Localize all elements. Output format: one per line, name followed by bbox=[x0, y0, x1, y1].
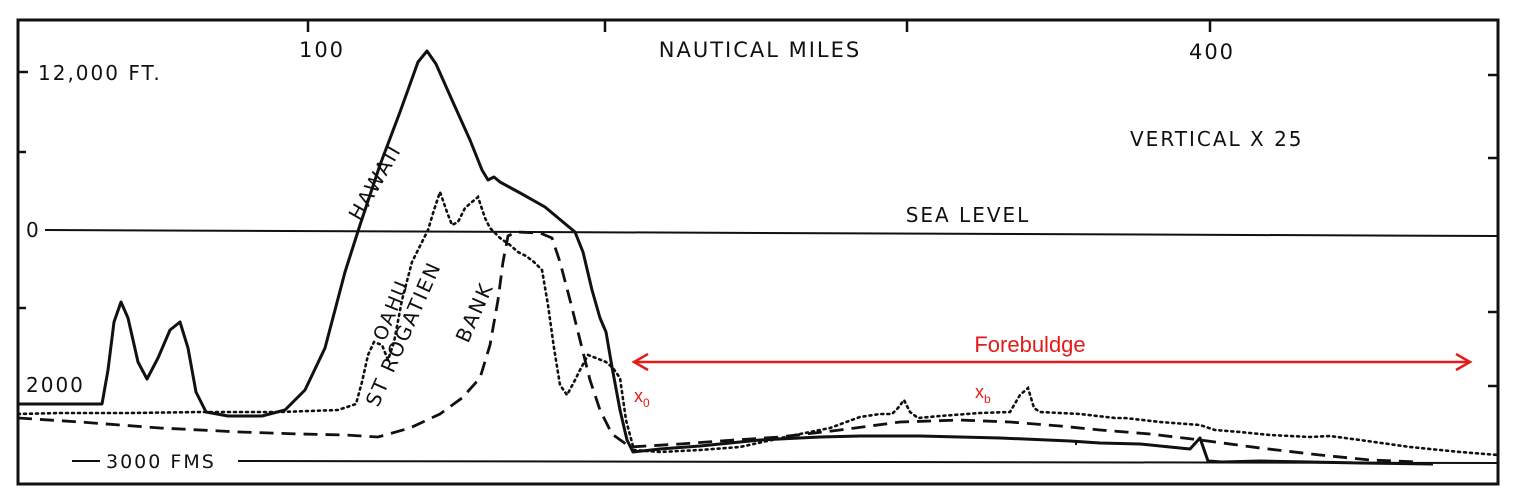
forebuldge-label: Forebuldge bbox=[974, 332, 1085, 357]
elevation-label-12000: 12,000 FT. bbox=[38, 61, 162, 85]
elevation-label-zero: 0 bbox=[26, 218, 41, 242]
tick-label-100: 100 bbox=[299, 38, 345, 62]
xb-subscript: b bbox=[984, 392, 991, 406]
depth-label-2000: 2000 bbox=[26, 373, 85, 397]
bank-label: BANK bbox=[451, 278, 499, 346]
nautical-miles-title: NAUTICAL MILES bbox=[659, 38, 861, 62]
xb-base: x bbox=[975, 382, 984, 402]
x0-base: x bbox=[634, 386, 643, 406]
hawaii-label: HAWAII bbox=[344, 140, 407, 225]
diagram-frame bbox=[16, 18, 1500, 486]
top-axis-ticks bbox=[306, 20, 1212, 32]
st-rogatien-bank-profile-line bbox=[17, 230, 1421, 464]
side-axis-ticks bbox=[18, 70, 1498, 388]
hawaii-profile-line bbox=[18, 49, 1434, 466]
sea-level-line bbox=[44, 229, 1499, 237]
xb-label: xb bbox=[975, 382, 991, 406]
tick-label-400: 400 bbox=[1189, 40, 1235, 64]
depth-label-3000-fms: 3000 FMS bbox=[106, 451, 216, 473]
oahu-profile-line bbox=[16, 187, 1500, 457]
x0-label: x0 bbox=[634, 386, 650, 410]
x0-subscript: 0 bbox=[643, 396, 650, 410]
sea-level-label: SEA LEVEL bbox=[906, 203, 1031, 227]
forebuldge-arrow bbox=[631, 352, 1473, 372]
vertical-exaggeration-label: VERTICAL X 25 bbox=[1130, 127, 1304, 151]
